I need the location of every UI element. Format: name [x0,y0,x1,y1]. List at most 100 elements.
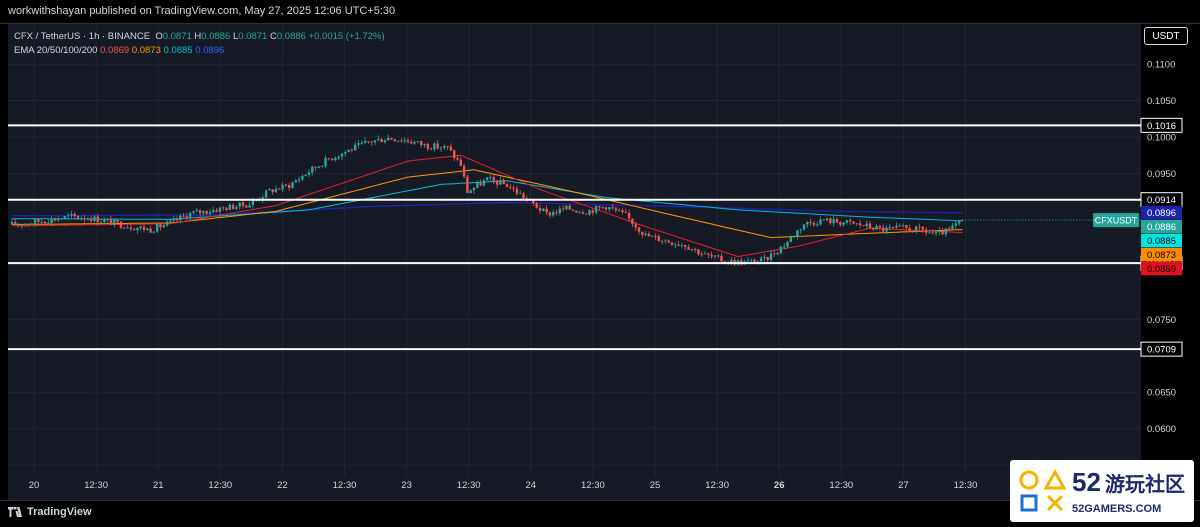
candle-body [14,221,17,225]
candle-body [321,166,324,168]
candle-body [357,143,360,145]
candle-body [195,210,198,212]
candle-body [707,253,710,255]
close-value: 0.0886 [276,31,306,42]
candle-body [198,210,202,214]
ema50-value: 0.0873 [131,45,161,56]
candle-body [387,137,390,141]
candle-body [604,207,608,210]
candle-body [915,226,918,232]
candle-body [373,140,377,143]
candle-body [347,149,350,152]
candle-body [825,218,829,221]
ema200-line [12,201,963,217]
candle-body [215,210,218,212]
level-badge-label: 0.0709 [1147,345,1176,356]
price-badges: 0.10160.09140.08270.0709CFXUSDT0.08960.0… [1093,117,1183,357]
candle-body [905,225,908,228]
candle-body [251,200,255,206]
candle-body [519,193,522,195]
candle-body [829,218,832,224]
candle-body [354,144,357,151]
candle-body [934,232,938,234]
candle-body [132,229,136,231]
publish-info: workwithshayan published on TradingView.… [8,5,396,17]
x-tick-label: 20 [29,480,40,491]
candle-body [895,225,898,228]
x-tick-label: 12:30 [457,480,481,491]
candle-body [189,212,192,219]
candle-body [816,224,819,226]
candle-body [390,137,393,140]
candle-body [159,224,162,228]
candle-body [261,197,264,200]
candle-body [291,182,294,188]
candle-body [776,252,779,255]
candle-body [746,260,750,262]
square-icon [1020,494,1038,512]
candle-body [453,150,456,158]
candle-body [53,218,57,221]
candle-body [314,166,317,168]
candle-body [439,147,443,149]
y-tick-label: 0.1100 [1147,60,1175,71]
ema200-value: 0.0896 [195,45,225,56]
low-value: 0.0871 [238,31,268,42]
chart-area[interactable] [8,24,1141,500]
candle-body [350,149,354,151]
candle-body [156,224,159,232]
candle-body [126,227,129,229]
candle-body [677,244,680,246]
ema200-badge-label: 0.0896 [1147,208,1176,219]
candle-body [307,172,311,175]
candle-body [228,204,231,211]
candle-body [878,225,882,228]
candle-body [918,226,921,228]
candle-body [598,206,601,208]
candle-body [697,249,700,255]
candle-body [545,208,548,213]
candle-body [578,212,581,213]
open-value: 0.0871 [162,31,192,42]
candle-body [416,141,420,142]
candle-body [769,253,773,261]
candle-body [281,184,284,190]
candle-body [264,190,268,198]
candle-body [179,215,182,221]
candle-body [651,235,654,237]
x-tick-label: 23 [401,480,412,491]
candle-body [505,184,509,188]
y-tick-label: 0.0650 [1147,388,1176,399]
ema100-value: 0.0885 [163,45,193,56]
candle-body [274,188,278,193]
ema100-badge-label: 0.0885 [1147,236,1176,247]
candle-body [512,187,515,189]
currency-button[interactable]: USDT [1144,27,1188,45]
candle-body [476,182,479,188]
candle-body [420,141,423,145]
candle-body [304,174,307,177]
candle-body [882,227,885,232]
close-label: C [269,31,277,42]
candle-body [165,221,169,226]
candle-body [522,193,525,199]
candle-body [459,159,462,166]
x-tick-label: 24 [526,480,537,491]
candle-body [779,246,783,253]
horizontal-levels [8,124,1141,351]
candle-body [611,207,614,209]
x-tick-label: 12:30 [705,480,729,491]
y-tick-label: 0.0600 [1147,424,1176,435]
candle-body [43,221,47,224]
candle-body [713,255,717,257]
candle-body [538,207,542,211]
ema20-badge [1141,261,1182,276]
candle-body [76,216,80,219]
candle-body [377,138,380,141]
ohlc-line: CFX / TetherUS · 1h · BINANCE O0.0871 H0… [14,30,385,44]
candle-body [941,230,944,235]
candle-body [288,185,291,188]
candle-body [948,228,951,230]
candle-body [552,212,555,216]
